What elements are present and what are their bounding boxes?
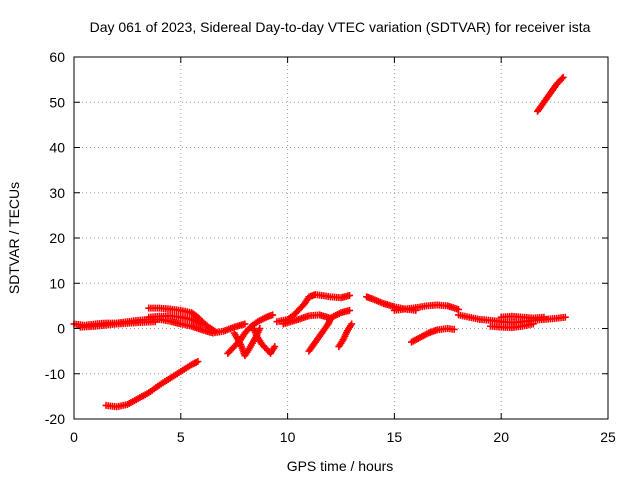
- series-arc-16to17-neg: [407, 325, 458, 346]
- y-tick-label: -10: [45, 366, 65, 382]
- y-tick-label: 0: [57, 321, 65, 337]
- x-tick-label: 15: [387, 429, 403, 445]
- y-axis-label: SDTVAR / TECUs: [6, 182, 22, 294]
- data-point: [198, 320, 206, 328]
- data-point: [194, 358, 202, 366]
- series-arc-8to9-hump: [249, 325, 279, 357]
- series-arc-22to23-high: [534, 73, 567, 115]
- data-point: [271, 343, 279, 351]
- x-axis-label: GPS time / hours: [287, 458, 394, 474]
- axes: 0 5 10 15 20 25 -20 -10 0 10 20 30 40 50 60: [45, 49, 616, 445]
- x-tick-label: 25: [600, 429, 616, 445]
- series-arc-12to13-neg: [335, 320, 356, 351]
- series-arc-20to22-upper: [497, 312, 548, 322]
- x-tick-label: 0: [70, 429, 78, 445]
- grid: [74, 57, 608, 419]
- data-point: [326, 315, 334, 323]
- y-tick-label: 60: [49, 49, 65, 65]
- data-point: [241, 320, 249, 328]
- x-tick-label: 5: [177, 429, 185, 445]
- chart-title: Day 061 of 2023, Sidereal Day-to-day VTE…: [90, 19, 591, 35]
- y-tick-label: 20: [49, 230, 65, 246]
- data-point: [529, 320, 537, 328]
- y-tick-label: -20: [45, 411, 65, 427]
- y-tick-label: 30: [49, 185, 65, 201]
- data-point: [269, 311, 277, 319]
- data-point: [256, 325, 264, 332]
- y-tick-label: 50: [49, 94, 65, 110]
- data-point: [559, 73, 567, 81]
- series-arc-19to21: [487, 320, 537, 332]
- y-tick-label: 10: [49, 275, 65, 291]
- series-arc-mid-3to6: [145, 312, 206, 328]
- series-arc-9to13-upper: [273, 291, 354, 326]
- series-arc-baseline-2: [76, 318, 159, 331]
- series-arc-15to18: [390, 301, 462, 314]
- data-point: [558, 75, 566, 83]
- y-tick-label: 40: [49, 140, 65, 156]
- data-point: [346, 291, 354, 299]
- data-point: [561, 313, 569, 321]
- data-points: [70, 73, 569, 411]
- x-tick-label: 10: [280, 429, 296, 445]
- data-point: [348, 320, 356, 328]
- data-point: [211, 327, 219, 335]
- data-point: [450, 325, 458, 333]
- x-tick-label: 20: [493, 429, 509, 445]
- data-point: [540, 313, 548, 321]
- series-arc-negative-rise: [102, 358, 202, 411]
- series-arc-11to12-neg: [305, 315, 334, 355]
- data-point: [346, 306, 354, 314]
